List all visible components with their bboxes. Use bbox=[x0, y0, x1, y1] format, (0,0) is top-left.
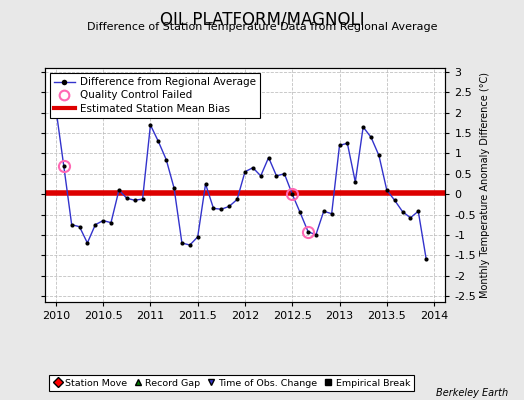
Text: Difference of Station Temperature Data from Regional Average: Difference of Station Temperature Data f… bbox=[87, 22, 437, 32]
Legend: Station Move, Record Gap, Time of Obs. Change, Empirical Break: Station Move, Record Gap, Time of Obs. C… bbox=[49, 375, 414, 391]
Legend: Difference from Regional Average, Quality Control Failed, Estimated Station Mean: Difference from Regional Average, Qualit… bbox=[50, 73, 260, 118]
Text: Berkeley Earth: Berkeley Earth bbox=[436, 388, 508, 398]
Text: OIL PLATFORM/MAGNOLI: OIL PLATFORM/MAGNOLI bbox=[160, 10, 364, 28]
Y-axis label: Monthly Temperature Anomaly Difference (°C): Monthly Temperature Anomaly Difference (… bbox=[481, 72, 490, 298]
